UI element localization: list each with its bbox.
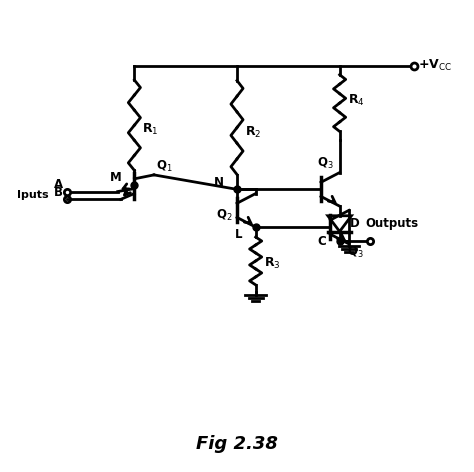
Text: R$_2$: R$_2$ [245,125,261,140]
Text: R$_4$: R$_4$ [347,93,365,108]
Text: Q$_3$: Q$_3$ [317,156,334,171]
Text: Outputs: Outputs [365,217,419,230]
Text: L: L [235,228,243,241]
Text: R$_3$: R$_3$ [264,256,280,271]
Text: Q$_2$: Q$_2$ [216,208,233,223]
Text: C: C [318,235,327,248]
Text: +V$_{\mathsf{CC}}$: +V$_{\mathsf{CC}}$ [418,58,452,73]
Text: Fig 2.38: Fig 2.38 [196,435,278,453]
Text: Q$_3$: Q$_3$ [346,244,363,260]
Text: Iputs: Iputs [17,191,48,201]
Text: B: B [54,185,63,199]
Text: N: N [214,176,224,189]
Text: A: A [54,178,63,191]
Text: Q$_1$: Q$_1$ [156,159,173,174]
Text: D: D [350,217,360,230]
Text: R$_1$: R$_1$ [142,122,159,137]
Text: M: M [109,171,121,184]
